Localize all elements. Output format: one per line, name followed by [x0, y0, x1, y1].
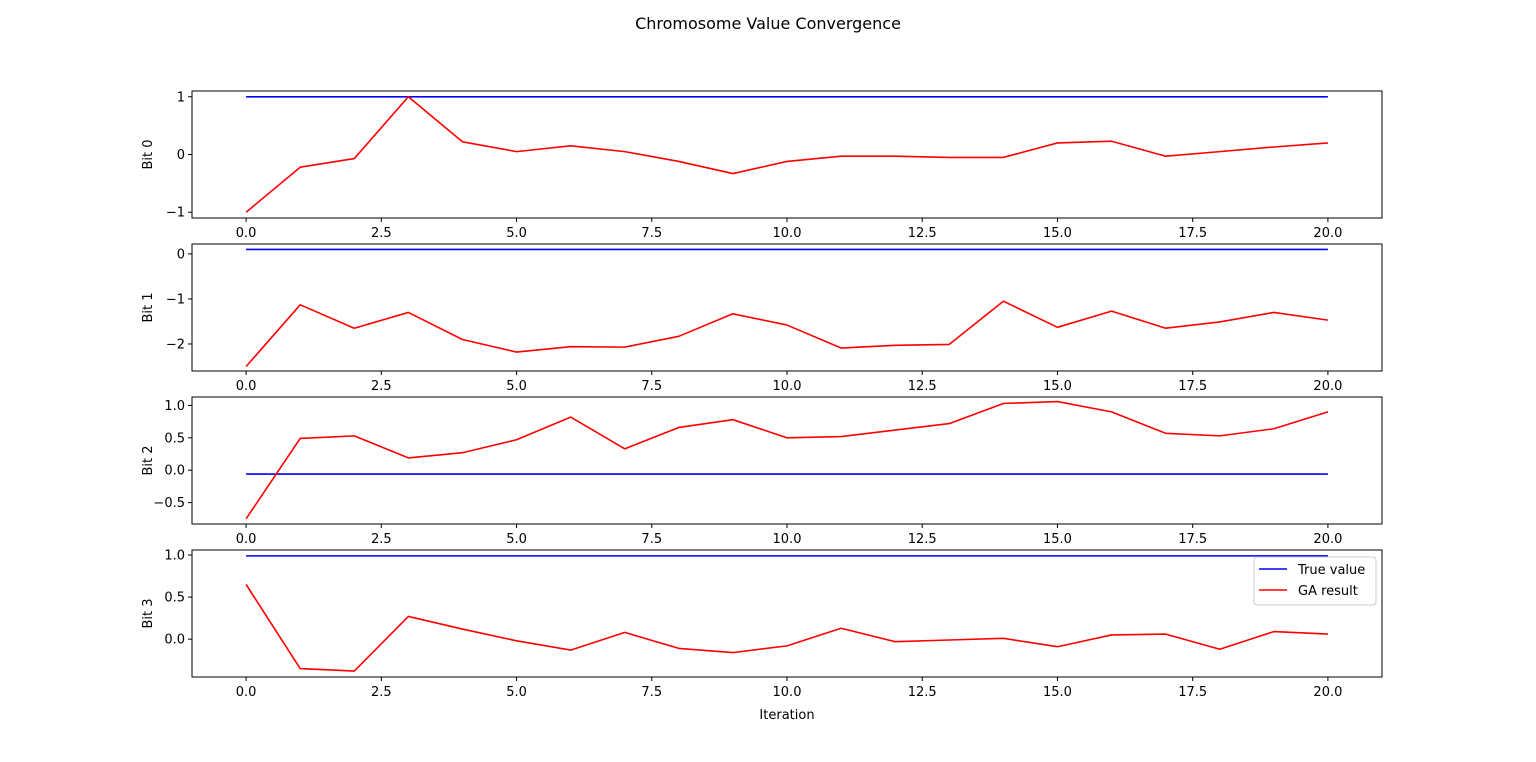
y-tick-label: 1.0	[164, 399, 185, 414]
x-tick-label: 10.0	[773, 226, 802, 241]
y-tick-label: −1	[166, 292, 185, 307]
x-tick-label: 2.5	[371, 532, 392, 547]
ga-result-line	[245, 584, 1328, 672]
x-tick-label: 5.0	[506, 685, 527, 700]
subplot-bit-0: 0.0 2.5 5.0 7.5 10.0 12.5 15.0 17.5 20.0 −1 0 1 Bit …	[141, 90, 1383, 241]
legend-entry-label: GA result	[1298, 584, 1358, 599]
y-tick-label: −2	[166, 337, 185, 352]
y-tick-label: 1.0	[164, 549, 185, 564]
x-tick-label: 5.0	[506, 379, 527, 394]
x-tick-label: 20.0	[1313, 532, 1342, 547]
y-tick-label: 0.5	[164, 591, 185, 606]
y-tick-label: 0	[177, 247, 185, 262]
x-tick-label: 5.0	[506, 226, 527, 241]
x-tick-label: 20.0	[1313, 379, 1342, 394]
x-tick-label: 10.0	[773, 379, 802, 394]
x-tick-label: 5.0	[506, 532, 527, 547]
x-tick-label: 15.0	[1043, 685, 1072, 700]
legend-entry-label: True value	[1297, 563, 1365, 578]
x-tick-label: 17.5	[1178, 226, 1207, 241]
y-axis-label: Bit 0	[141, 139, 156, 169]
x-tick-label: 2.5	[371, 379, 392, 394]
x-tick-label: 10.0	[773, 685, 802, 700]
y-tick-label: 0.0	[164, 464, 185, 479]
x-tick-label: 17.5	[1178, 685, 1207, 700]
x-tick-label: 20.0	[1313, 685, 1342, 700]
chart-title: Chromosome Value Convergence	[635, 14, 901, 33]
y-axis-label: Bit 1	[141, 292, 156, 322]
x-tick-label: 12.5	[908, 379, 937, 394]
x-tick-label: 0.0	[236, 685, 257, 700]
plot-frame	[191, 90, 1383, 219]
subplot-bit-3: 0.0 2.5 5.0 7.5 10.0 12.5 15.0 17.5 20.0 0.0 0.5 1.…	[141, 549, 1383, 700]
x-tick-label: 15.0	[1043, 379, 1072, 394]
plot-frame	[191, 243, 1383, 372]
y-tick-label: −1	[166, 206, 185, 221]
plot-frame	[191, 396, 1383, 525]
x-tick-label: 2.5	[371, 226, 392, 241]
x-tick-label: 7.5	[641, 379, 662, 394]
subplot-bit-2: 0.0 2.5 5.0 7.5 10.0 12.5 15.0 17.5 20.0 −0.5 0.0 0…	[141, 396, 1383, 547]
x-tick-label: 15.0	[1043, 226, 1072, 241]
ga-result-line	[245, 95, 1328, 213]
x-tick-label: 17.5	[1178, 532, 1207, 547]
ga-result-line	[245, 300, 1329, 368]
x-axis-label: Iteration	[759, 708, 814, 723]
y-axis-label: Bit 2	[141, 445, 156, 475]
x-tick-label: 15.0	[1043, 532, 1072, 547]
x-tick-label: 10.0	[773, 532, 802, 547]
subplot-panels: 0.0 2.5 5.0 7.5 10.0 12.5 15.0 17.5 20.0 −1 0 1 Bit …	[141, 90, 1383, 700]
y-axis-label: Bit 3	[141, 598, 156, 628]
plot-frame	[191, 549, 1383, 678]
y-tick-label: −0.5	[153, 496, 185, 511]
x-tick-label: 0.0	[236, 226, 257, 241]
y-tick-label: 0	[177, 148, 185, 163]
x-tick-label: 20.0	[1313, 226, 1342, 241]
x-tick-label: 7.5	[641, 532, 662, 547]
legend: True value GA result	[1253, 556, 1377, 606]
subplot-bit-1: 0.0 2.5 5.0 7.5 10.0 12.5 15.0 17.5 20.0 −2 −1 0 Bit…	[141, 243, 1383, 394]
x-tick-label: 2.5	[371, 685, 392, 700]
x-tick-label: 12.5	[908, 226, 937, 241]
x-tick-label: 7.5	[641, 226, 662, 241]
x-tick-label: 12.5	[908, 532, 937, 547]
ga-result-line	[245, 400, 1329, 520]
x-tick-label: 0.0	[236, 379, 257, 394]
y-tick-label: 1	[177, 90, 185, 105]
x-tick-label: 0.0	[236, 532, 257, 547]
x-tick-label: 7.5	[641, 685, 662, 700]
x-tick-label: 17.5	[1178, 379, 1207, 394]
y-tick-label: 0.5	[164, 431, 185, 446]
x-tick-label: 12.5	[908, 685, 937, 700]
y-tick-label: 0.0	[164, 633, 185, 648]
